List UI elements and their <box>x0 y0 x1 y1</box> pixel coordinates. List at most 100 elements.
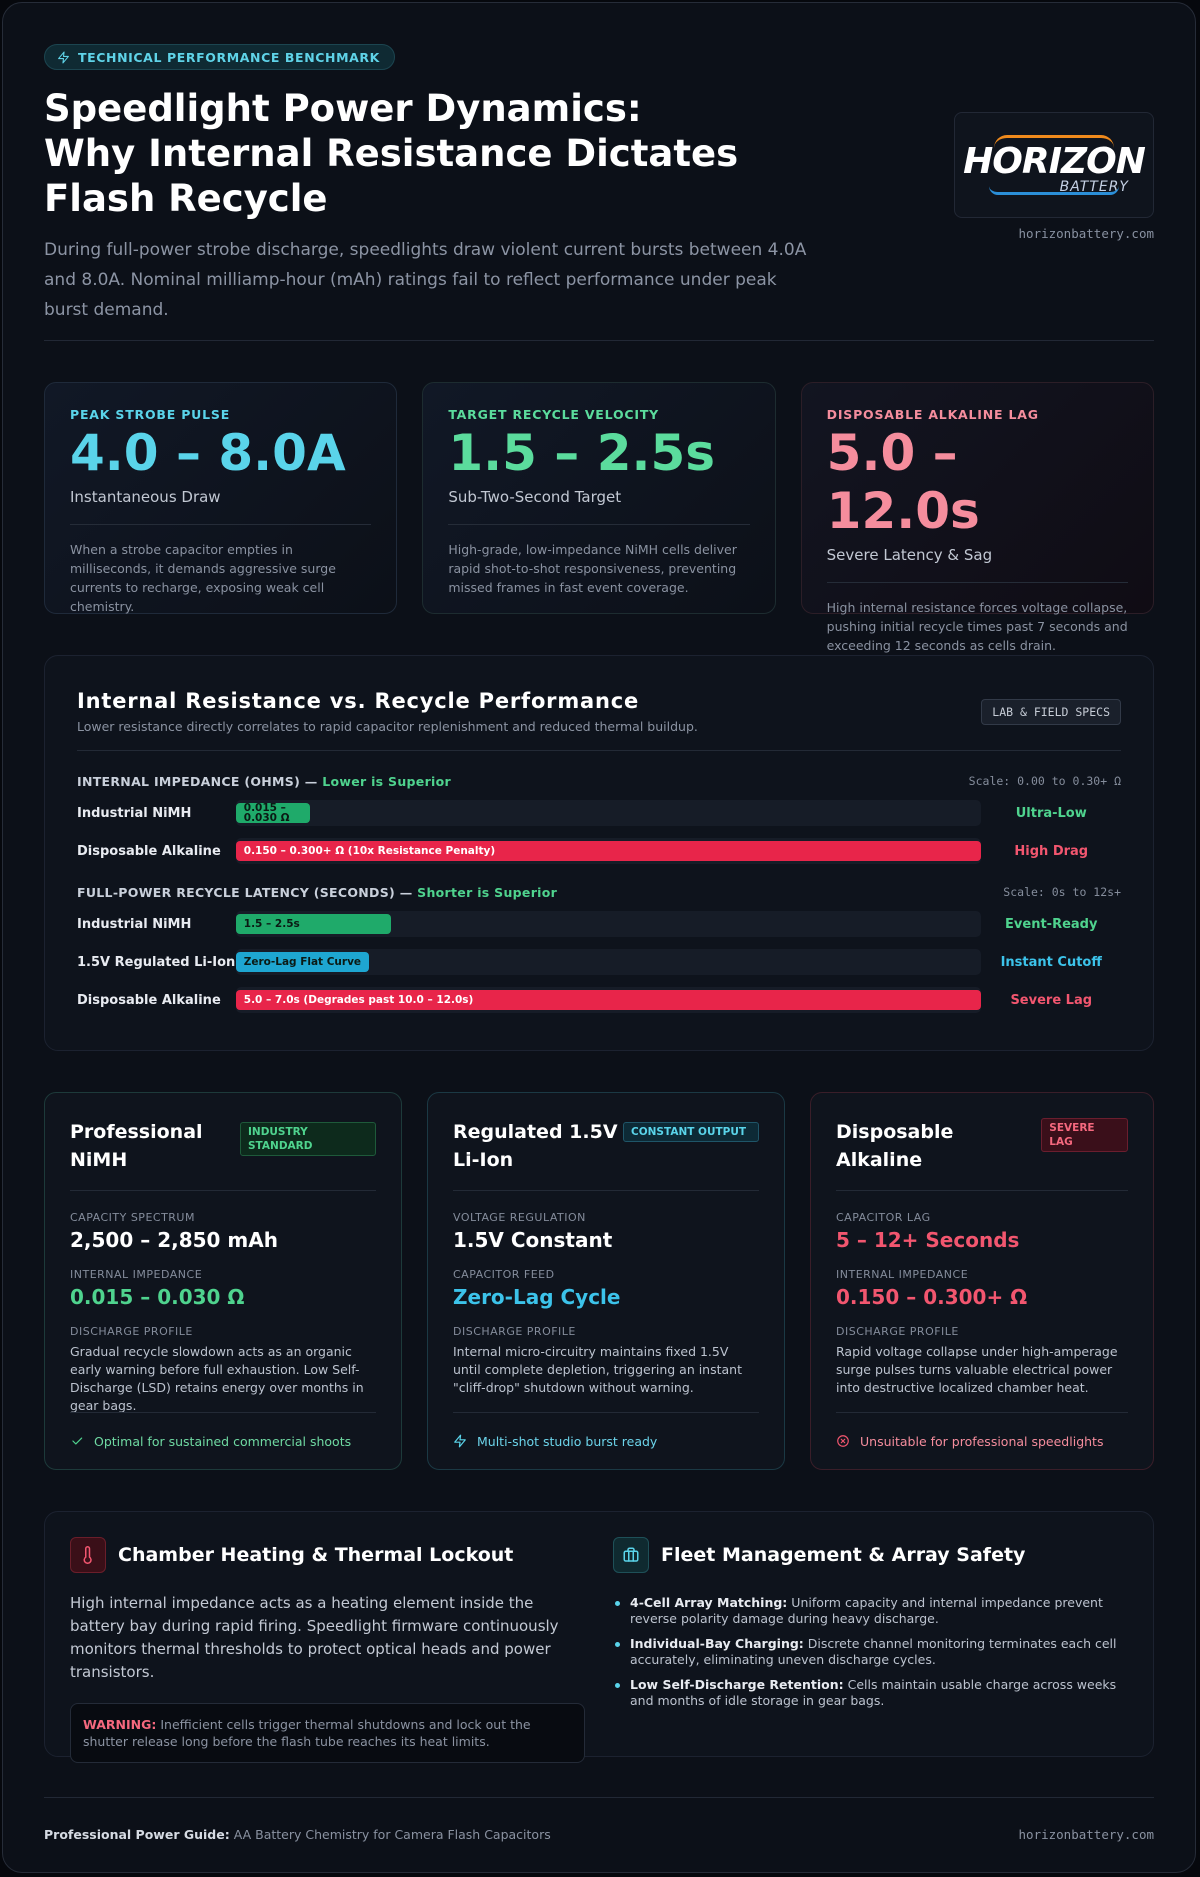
bar: 1.5 – 2.5s <box>235 914 392 934</box>
bar-label: 5.0 – 7.0s (Degrades past 10.0 – 12.0s) <box>243 994 474 1006</box>
info-panel: Chamber Heating & Thermal Lockout High in… <box>44 1511 1154 1763</box>
subtitle: During full-power strobe discharge, spee… <box>44 240 807 320</box>
group-header: INTERNAL IMPEDANCE (OHMS) — Lower is Sup… <box>77 774 1121 789</box>
product-header: Professional NiMH INDUSTRY STANDARD <box>70 1118 376 1191</box>
row-label: Disposable Alkaline <box>77 992 221 1008</box>
fleet-item: Low Self-Discharge Retention: Cells main… <box>613 1677 1128 1709</box>
bar-track: 0.150 – 0.300+ Ω (10x Resistance Penalty… <box>235 838 982 864</box>
badge-text: TECHNICAL PERFORMANCE BENCHMARK <box>78 49 380 65</box>
bar-track: Zero-Lag Flat Curve <box>235 949 982 975</box>
bar: 0.015 – 0.030 Ω <box>235 803 311 823</box>
title-line: Why Internal Resistance Dictates Flash R… <box>44 132 739 220</box>
profile-label: DISCHARGE PROFILE <box>836 1325 959 1338</box>
product-card: Professional NiMH INDUSTRY STANDARD CAPACI… <box>44 1092 402 1470</box>
footer-text: AA Battery Chemistry for Camera Flash Ca… <box>233 1826 551 1842</box>
group-heading-text: INTERNAL IMPEDANCE (OHMS) — <box>77 774 318 789</box>
bar-track: 0.015 – 0.030 Ω <box>235 800 982 826</box>
product-header: Disposable Alkaline SEVERE LAG <box>836 1118 1128 1191</box>
chart-row: Disposable Alkaline 5.0 – 7.0s (Degrades … <box>77 986 1121 1014</box>
profile-text: Rapid voltage collapse under high-ampera… <box>836 1344 1118 1395</box>
warning-box: WARNING: Inefficient cells trigger therm… <box>70 1703 585 1763</box>
field-value: 0.015 – 0.030 Ω <box>70 1285 245 1309</box>
product-header: Regulated 1.5V Li-Ion CONSTANT OUTPUT <box>453 1118 759 1191</box>
stat-card: DISPOSABLE ALKALINE LAG 5.0 – 12.0s Severe… <box>800 382 1154 653</box>
field-value: 0.150 – 0.300+ Ω <box>836 1285 1028 1309</box>
row-status: Severe Lag <box>1010 992 1093 1008</box>
footer-icon <box>836 1434 850 1448</box>
logo-swoosh <box>989 186 1119 195</box>
icon <box>83 1546 92 1564</box>
footer-icon <box>453 1434 467 1448</box>
icon <box>837 1435 849 1447</box>
fleet-icon <box>613 1537 649 1573</box>
field-label: CAPACITOR FEED <box>453 1268 555 1281</box>
group-scale: Scale: 0.00 to 0.30+ Ω <box>968 774 1121 788</box>
product-name: Regulated 1.5V Li-Ion <box>453 1121 618 1171</box>
footer-note: Multi-shot studio burst ready <box>477 1433 658 1449</box>
field-value: 1.5V Constant <box>453 1228 613 1252</box>
chart-row: Disposable Alkaline 0.150 – 0.300+ Ω (10x… <box>77 837 1121 865</box>
icon <box>72 1437 83 1445</box>
bar-label: Zero-Lag Flat Curve <box>243 956 362 968</box>
product-footer: Unsuitable for professional speedlights <box>836 1412 1128 1469</box>
row-status: High Drag <box>1014 843 1089 859</box>
bar-label: 0.150 – 0.300+ Ω (10x Resistance Penalty… <box>243 845 496 857</box>
product-card: Disposable Alkaline SEVERE LAG CAPACITOR L… <box>810 1092 1154 1470</box>
fleet-list: 4-Cell Array Matching: Uniform capacity … <box>613 1595 1128 1709</box>
field-label: CAPACITOR LAG <box>836 1211 931 1224</box>
chart-row: Industrial NiMH 1.5 – 2.5s Event-Ready <box>77 910 1121 938</box>
icon <box>454 1434 466 1448</box>
thermometer <box>79 1546 97 1564</box>
product-cards: Professional NiMH INDUSTRY STANDARD CAPACI… <box>44 1092 1154 1470</box>
product-badge: CONSTANT OUTPUT <box>623 1122 759 1142</box>
icon <box>58 51 69 63</box>
row-label: 1.5V Regulated Li-Ion <box>77 954 236 970</box>
chart-subtitle: Lower resistance directly correlates to … <box>77 719 1121 751</box>
warning-text: Inefficient cells trigger thermal shutdo… <box>83 1717 531 1749</box>
product-badge: INDUSTRY STANDARD <box>240 1122 376 1156</box>
chart-title: Internal Resistance vs. Recycle Performa… <box>77 689 640 713</box>
page-title: Speedlight Power Dynamics: Why Internal R… <box>44 86 844 221</box>
badge: TECHNICAL PERFORMANCE BENCHMARK <box>44 44 395 70</box>
group-header: FULL-POWER RECYCLE LATENCY (SECONDS) — S… <box>77 885 1121 900</box>
footer-left: Professional Power Guide: AA Battery Che… <box>44 1827 551 1842</box>
stat-caption: Instantaneous Draw <box>70 488 372 525</box>
fleet-term: 4-Cell Array Matching: <box>630 1595 788 1610</box>
product-footer: Optimal for sustained commercial shoots <box>70 1412 376 1469</box>
header: TECHNICAL PERFORMANCE BENCHMARK Speedligh… <box>44 44 1154 341</box>
product-footer: Multi-shot studio burst ready <box>453 1412 759 1469</box>
stat-label: PEAK STROBE PULSE <box>70 407 231 422</box>
fleet-column: Fleet Management & Array Safety 4-Cell Ar… <box>613 1537 1128 1756</box>
title-line: Speedlight Power Dynamics: <box>44 87 642 130</box>
profile-label: DISCHARGE PROFILE <box>453 1325 576 1338</box>
icon <box>623 1547 639 1562</box>
footer-icon <box>70 1434 84 1448</box>
chart-panel: Internal Resistance vs. Recycle Performa… <box>44 655 1154 1051</box>
thermal-header: Chamber Heating & Thermal Lockout <box>70 1537 585 1573</box>
footer-label: Professional Power Guide: <box>44 1826 230 1842</box>
field-value: 2,500 – 2,850 mAh <box>70 1228 278 1252</box>
footer-note: Unsuitable for professional speedlights <box>860 1433 1104 1449</box>
field-label: INTERNAL IMPEDANCE <box>70 1268 203 1281</box>
bar: Zero-Lag Flat Curve <box>235 952 370 972</box>
stat-text: High internal resistance forces voltage … <box>826 600 1128 653</box>
logo: HORIZON BATTERY <box>954 112 1154 218</box>
footer: Professional Power Guide: AA Battery Che… <box>44 1797 1154 1870</box>
profile-label: DISCHARGE PROFILE <box>70 1325 193 1338</box>
bar: 5.0 – 7.0s (Degrades past 10.0 – 12.0s) <box>235 990 982 1010</box>
logo-main: HORIZON <box>963 141 1146 182</box>
stat-text: High-grade, low-impedance NiMH cells del… <box>448 542 737 595</box>
field-label: VOLTAGE REGULATION <box>453 1211 586 1224</box>
fleet-item: Individual-Bay Charging: Discrete channe… <box>613 1636 1128 1668</box>
row-status: Instant Cutoff <box>1000 954 1102 970</box>
fleet-text: Cells maintain usable charge across week… <box>630 1677 1117 1708</box>
bar: 0.150 – 0.300+ Ω (10x Resistance Penalty… <box>235 841 982 861</box>
thermal-icon <box>70 1537 106 1573</box>
group-scale: Scale: 0s to 12s+ <box>1003 885 1121 899</box>
group-heading: FULL-POWER RECYCLE LATENCY (SECONDS) — S… <box>77 885 557 900</box>
header-url: horizonbattery.com <box>1018 226 1154 241</box>
warning-label: WARNING: <box>83 1717 157 1732</box>
bar-track: 5.0 – 7.0s (Degrades past 10.0 – 12.0s) <box>235 987 982 1013</box>
